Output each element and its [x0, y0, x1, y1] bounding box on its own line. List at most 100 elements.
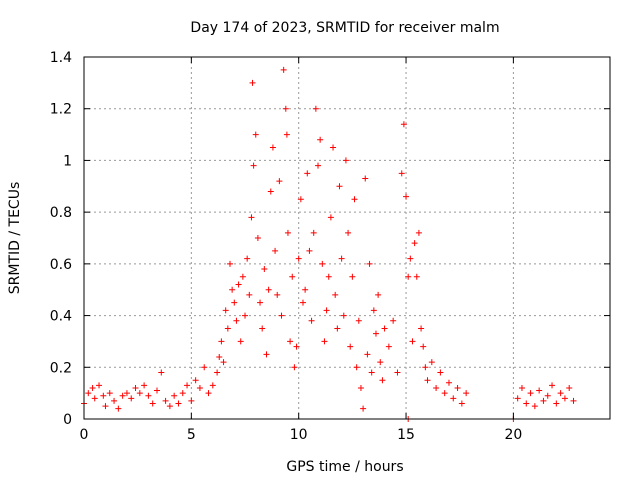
data-point — [549, 382, 556, 389]
data-point — [327, 214, 334, 221]
data-point — [407, 255, 414, 262]
data-point — [100, 392, 107, 399]
data-point — [347, 343, 354, 350]
data-point — [458, 400, 465, 407]
data-point — [119, 392, 126, 399]
data-point — [214, 369, 221, 376]
plot-frame — [83, 56, 611, 420]
data-point — [237, 338, 244, 345]
data-point — [132, 384, 139, 391]
data-point — [274, 291, 281, 298]
data-point — [158, 369, 165, 376]
data-point — [540, 397, 547, 404]
data-point — [252, 131, 259, 138]
data-point — [418, 325, 425, 332]
y-tick-label: 0 — [63, 412, 72, 428]
data-point — [357, 384, 364, 391]
data-point — [254, 235, 261, 241]
data-point — [315, 162, 322, 169]
data-point — [218, 338, 225, 345]
data-point — [394, 369, 401, 376]
data-point — [302, 286, 309, 293]
data-point — [267, 188, 274, 195]
data-point — [289, 273, 296, 280]
data-point — [310, 229, 317, 236]
data-point — [321, 338, 328, 345]
data-point — [317, 136, 324, 143]
data-point — [400, 121, 407, 128]
data-point — [428, 359, 435, 366]
data-point — [338, 255, 345, 262]
data-point — [299, 299, 306, 306]
data-point — [312, 105, 319, 112]
data-point — [250, 162, 257, 169]
data-point — [323, 307, 330, 314]
data-point — [239, 273, 246, 280]
data-point — [272, 247, 279, 254]
data-point — [345, 229, 352, 236]
data-point — [349, 273, 356, 280]
data-point — [385, 343, 392, 350]
data-point — [171, 392, 178, 399]
data-point — [411, 240, 418, 247]
data-point — [372, 330, 379, 337]
data-point — [284, 229, 291, 236]
data-point — [242, 312, 249, 319]
data-point — [422, 364, 429, 371]
data-point — [249, 79, 256, 86]
data-point — [518, 384, 525, 391]
data-point — [283, 131, 290, 138]
y-tick-label: 0.6 — [50, 257, 72, 273]
data-point — [231, 299, 238, 306]
x-tick-label: 0 — [80, 427, 89, 443]
data-point — [561, 395, 568, 402]
data-point — [415, 229, 422, 236]
data-point — [257, 299, 264, 306]
data-point — [293, 343, 300, 350]
data-point — [297, 196, 304, 203]
data-point — [308, 317, 315, 324]
data-point — [332, 291, 339, 298]
data-point — [424, 377, 431, 384]
data-point — [235, 281, 242, 288]
data-point — [179, 390, 186, 397]
data-point — [566, 384, 573, 391]
data-point — [353, 364, 360, 371]
data-point — [366, 260, 373, 267]
data-point — [287, 338, 294, 345]
data-point — [184, 382, 191, 389]
data-point — [209, 382, 216, 389]
data-point — [85, 390, 92, 397]
data-point — [115, 405, 122, 412]
data-point — [390, 317, 397, 324]
x-tick-label: 5 — [187, 427, 196, 443]
data-point — [248, 214, 255, 221]
data-point — [261, 266, 268, 273]
data-point — [175, 400, 182, 407]
data-point — [280, 66, 287, 73]
data-point — [340, 312, 347, 319]
data-point — [433, 384, 440, 391]
data-point — [398, 170, 405, 177]
data-point — [360, 405, 367, 412]
x-tick-label: 10 — [290, 427, 308, 443]
data-point — [128, 395, 135, 402]
data-point — [226, 260, 233, 267]
y-tick-label: 1.2 — [50, 102, 72, 118]
data-point — [111, 397, 118, 404]
data-point — [351, 196, 358, 203]
data-point — [403, 193, 410, 200]
data-point — [463, 390, 470, 397]
data-point — [153, 387, 160, 394]
data-point — [514, 395, 521, 402]
y-tick-label: 0.8 — [50, 205, 72, 221]
y-axis-label: SRMTID / TECUs — [7, 182, 23, 295]
data-point — [96, 382, 103, 389]
y-tick-label: 1.4 — [50, 50, 72, 66]
data-point — [557, 390, 564, 397]
data-point — [276, 178, 283, 185]
data-point — [145, 392, 152, 399]
data-point — [282, 105, 289, 112]
data-point — [379, 377, 386, 384]
